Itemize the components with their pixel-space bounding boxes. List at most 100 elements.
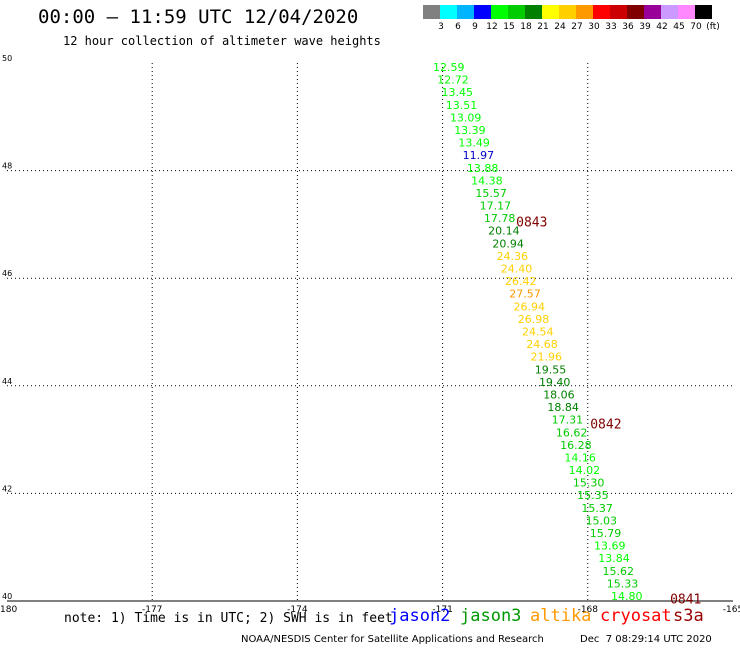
- wave-height-label: 14.38: [471, 174, 503, 187]
- wave-height-label: 16.62: [556, 426, 588, 439]
- lon-tick-label: -171: [432, 605, 452, 615]
- map-title: 00:00 – 11:59 UTC 12/04/2020: [38, 6, 359, 28]
- colorbar-swatch: [474, 5, 491, 19]
- wave-height-label: 24.54: [522, 326, 554, 339]
- legend-s3a: s3a: [673, 606, 704, 626]
- wave-height-label: 14.02: [569, 464, 601, 477]
- lon-tick-label: -174: [287, 605, 308, 615]
- wave-height-label: 17.78: [484, 212, 516, 225]
- colorbar-label: 27: [571, 22, 583, 32]
- lon-tick-label: -180: [0, 605, 17, 615]
- wave-height-label: 13.51: [446, 99, 478, 112]
- colorbar-label: 36: [622, 22, 634, 32]
- pass-time-label: 0843: [516, 216, 547, 231]
- wave-height-label: 26.94: [514, 300, 546, 313]
- wave-height-label: 20.94: [492, 237, 524, 250]
- colorbar-swatch: [644, 5, 661, 19]
- colorbar-swatch: [559, 5, 576, 19]
- lon-tick-label: -165: [723, 605, 740, 615]
- note-text: note: 1) Time is in UTC; 2) SWH is in fe…: [64, 611, 393, 626]
- colorbar-label: 15: [503, 22, 515, 32]
- colorbar-swatch: [661, 5, 678, 19]
- colorbar-label: 21: [537, 22, 549, 32]
- wave-height-label: 15.62: [603, 565, 635, 578]
- map-subtitle: 12 hour collection of altimeter wave hei…: [63, 34, 381, 48]
- pass-time-label: 0841: [670, 592, 701, 607]
- wave-height-label: 18.84: [547, 401, 579, 414]
- wave-height-label: 24.68: [526, 338, 558, 351]
- wave-height-label: 13.39: [454, 124, 486, 137]
- colorbar-label: (ft): [706, 22, 720, 32]
- wave-height-label: 13.88: [467, 162, 499, 175]
- colorbar-swatch: [457, 5, 474, 19]
- legend-jason3: jason3: [460, 606, 522, 626]
- wave-height-label: 12.59: [433, 61, 465, 74]
- lat-tick-label: 40: [2, 592, 12, 601]
- wave-height-label: 13.49: [458, 137, 490, 150]
- wave-height-label: 27.57: [509, 288, 541, 301]
- footer-timestamp: Dec 7 08:29:14 UTC 2020: [580, 634, 712, 645]
- pass-time-label: 0842: [590, 417, 621, 432]
- wave-height-label: 24.36: [497, 250, 528, 263]
- wave-height-label: 20.14: [488, 225, 519, 238]
- colorbar-label: 30: [588, 22, 600, 32]
- colorbar-swatch: [525, 5, 542, 19]
- legend-jason2: jason2: [389, 606, 451, 626]
- colorbar-swatch: [576, 5, 593, 19]
- wave-height-label: 15.33: [607, 577, 639, 590]
- wave-height-label: 17.17: [480, 200, 512, 213]
- wave-height-label: 15.35: [577, 489, 609, 502]
- wave-height-label: 21.96: [530, 351, 562, 364]
- wave-height-label: 15.57: [475, 187, 507, 200]
- wave-height-label: 19.55: [535, 363, 567, 376]
- wave-height-label: 14.80: [611, 590, 643, 603]
- legend-altika: altika: [530, 606, 592, 626]
- colorbar-label: 12: [486, 22, 498, 32]
- lon-tick-label: -177: [142, 605, 162, 615]
- colorbar-label: 42: [656, 22, 668, 32]
- colorbar-swatch: [610, 5, 627, 19]
- colorbar-label: 70: [690, 22, 702, 32]
- colorbar-swatch: [695, 5, 712, 19]
- wave-height-label: 19.40: [539, 376, 571, 389]
- colorbar-swatch: [491, 5, 508, 19]
- wave-height-label: 14.16: [564, 451, 596, 464]
- wave-height-label: 16.28: [560, 439, 592, 452]
- wave-height-label: 26.98: [518, 313, 550, 326]
- colorbar-label: 39: [639, 22, 651, 32]
- colorbar-swatch: [440, 5, 457, 19]
- wave-height-label: 13.84: [598, 552, 630, 565]
- wave-height-label: 26.42: [505, 275, 537, 288]
- colorbar-label: 24: [554, 22, 566, 32]
- colorbar-label: 45: [673, 22, 685, 32]
- footer-credit: NOAA/NESDIS Center for Satellite Applica…: [241, 634, 544, 645]
- colorbar-label: 3: [438, 22, 444, 32]
- colorbar-swatch: [678, 5, 695, 19]
- colorbar-swatch: [423, 5, 440, 19]
- wave-height-label: 13.69: [594, 540, 626, 553]
- colorbar-swatch: [593, 5, 610, 19]
- lat-tick-label: 42: [2, 484, 12, 493]
- colorbar-label: 33: [605, 22, 617, 32]
- wave-height-label: 15.03: [586, 514, 618, 527]
- lat-tick-label: 44: [2, 377, 12, 386]
- colorbar-label: 6: [455, 22, 461, 32]
- wave-height-label: 12.72: [437, 74, 469, 87]
- wave-height-label: 15.30: [573, 477, 605, 490]
- wave-height-label: 18.06: [543, 388, 575, 401]
- wave-height-label: 13.45: [441, 86, 473, 99]
- wave-height-label: 17.31: [552, 414, 584, 427]
- lat-tick-label: 48: [2, 162, 12, 171]
- wave-height-label: 15.79: [590, 527, 622, 540]
- wave-height-label: 11.97: [463, 149, 495, 162]
- colorbar-swatch: [627, 5, 644, 19]
- legend-cryosat: cryosat: [600, 606, 672, 626]
- wave-height-label: 24.40: [501, 263, 533, 276]
- lat-tick-label: 46: [2, 269, 12, 278]
- colorbar-label: 9: [472, 22, 478, 32]
- lat-tick-label: 50: [2, 54, 12, 63]
- wave-height-label: 15.37: [581, 502, 613, 515]
- lon-tick-label: -168: [578, 605, 599, 615]
- colorbar-label: 18: [520, 22, 532, 32]
